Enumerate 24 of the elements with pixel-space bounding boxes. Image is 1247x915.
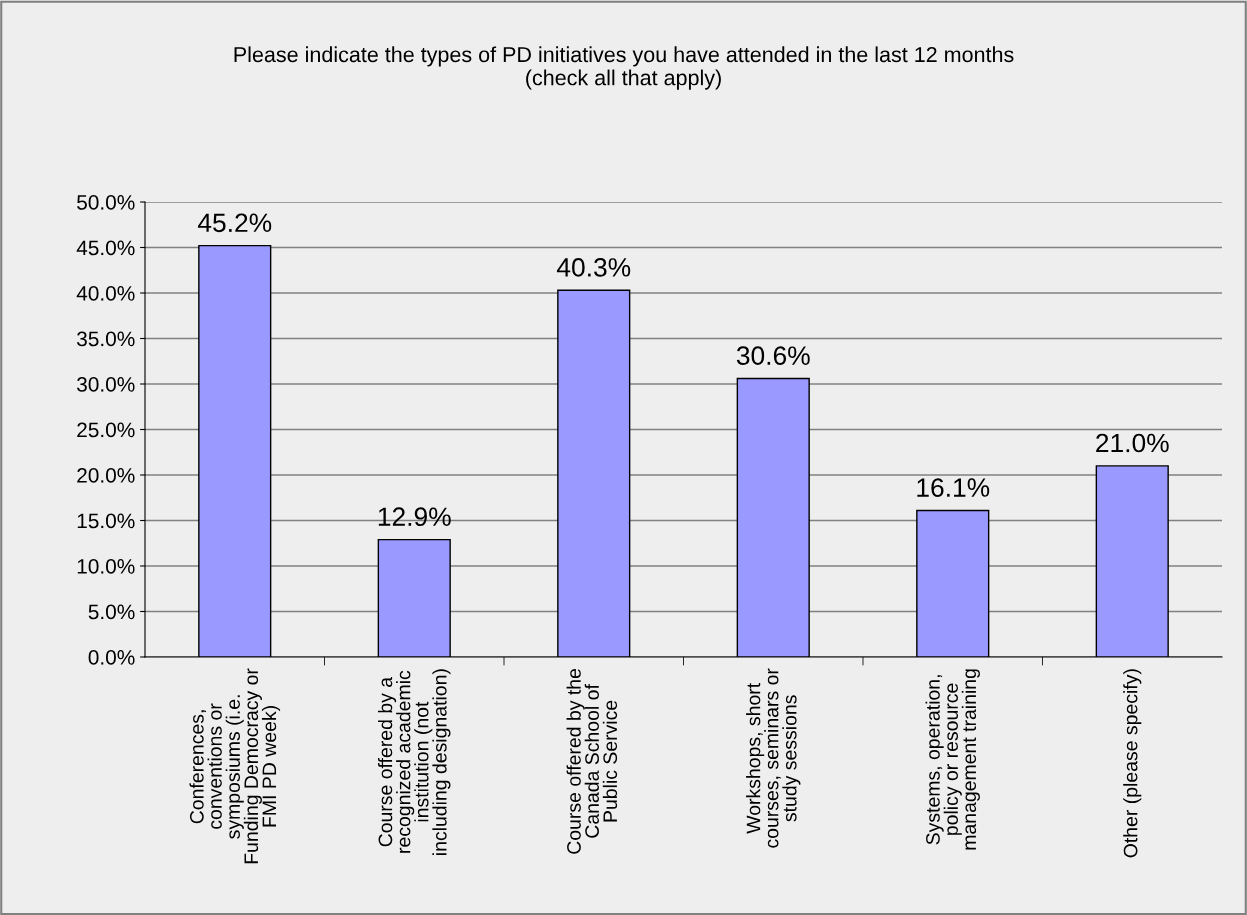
chart-title: Please indicate the types of PD initiatives you have attended in the last 12 months (check all that apply) <box>234 46 1014 90</box>
data-label: 12.9% <box>378 507 451 527</box>
x-tick-label: Course offered by a recognized academic institution (not including designation) <box>378 669 451 855</box>
y-tick-label: 50.0% <box>77 195 135 210</box>
x-tick-label: Systems, operation, policy or resource management training <box>925 669 980 850</box>
y-tick-label: 5.0% <box>88 604 135 620</box>
y-tick-label: 45.0% <box>76 240 135 256</box>
data-label: 45.2% <box>197 213 272 233</box>
x-tick-label: Workshops, short courses, seminars or study sessions <box>746 668 801 848</box>
y-tick-label: 30.0% <box>77 377 135 392</box>
data-label: 21.0% <box>1096 433 1169 453</box>
y-tick-label: 20.0% <box>77 468 135 483</box>
x-tick-label: Conferences, conventions or symposiums (i.e. Funding Democracy or FMI PD week) <box>189 668 281 864</box>
data-label: 30.6% <box>736 346 810 365</box>
y-tick-label: 35.0% <box>77 331 135 347</box>
y-tick-label: 15.0% <box>77 513 135 529</box>
x-tick-label: Other (please specify) <box>1123 669 1142 858</box>
data-label: 40.3% <box>556 258 631 277</box>
data-label: 16.1% <box>917 478 990 497</box>
y-tick-label: 10.0% <box>77 559 135 574</box>
y-tick-label: 25.0% <box>77 422 135 438</box>
y-tick-label: 0.0% <box>88 650 135 665</box>
y-tick-label: 40.0% <box>76 286 135 301</box>
x-tick-label: Course offered by the Canada School of Public Service <box>566 668 618 854</box>
